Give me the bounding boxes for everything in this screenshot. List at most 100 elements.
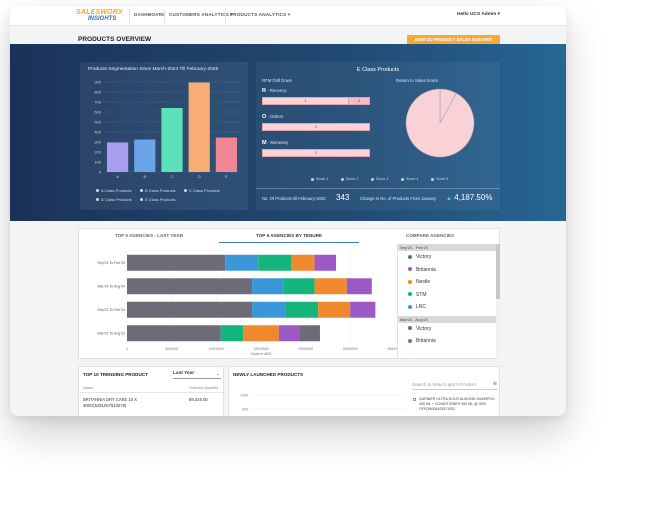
agency-name: LRC — [416, 304, 427, 310]
list-item[interactable]: Nestle — [398, 276, 500, 289]
legend-score-2[interactable]: Score 2 — [341, 177, 358, 181]
segmentation-chart: 0 100 200 300 400 500 600 700 800 900 A B C D E — [94, 79, 240, 179]
y-tick-label: 200 — [94, 149, 101, 154]
legend-label: Score 4 — [406, 177, 419, 181]
legend-dot — [408, 292, 412, 297]
recency-cell: 2 — [349, 98, 369, 104]
column-header-quantity: Ordered Quantity — [189, 386, 219, 390]
y-tick-label: Sep'24 To Feb'25 — [97, 261, 125, 265]
nav-divider — [225, 9, 226, 23]
list-item[interactable]: LRC — [398, 301, 500, 314]
logo-text: SALESWORX — [76, 9, 123, 16]
legend-label: C Class Products — [189, 188, 220, 193]
list-item[interactable]: STM — [398, 289, 500, 302]
bar-segment — [350, 301, 376, 318]
period-value: Last Year — [173, 371, 195, 376]
monetary-bar[interactable]: 1 — [262, 149, 370, 157]
logo-subtext: INSIGHTS — [88, 16, 117, 22]
pie-slice — [405, 88, 475, 158]
legend-score-1[interactable]: Score 1 — [311, 177, 328, 181]
legend-score-5[interactable]: Score 5 — [431, 177, 448, 181]
tab-top5-last-year[interactable]: TOP 5 AGENCIES - LAST YEAR — [114, 233, 184, 238]
tab-top5-by-tenure[interactable]: TOP 5 AGENCIES BY TENURE — [219, 229, 359, 243]
legend-score-4[interactable]: Score 4 — [401, 177, 418, 181]
nav-divider — [129, 9, 130, 23]
scrollbar[interactable] — [496, 244, 500, 359]
app-logo[interactable]: SALESWORX INSIGHTS — [76, 9, 126, 25]
x-tick-label: 15000000 — [253, 347, 268, 351]
segmentation-panel: Products Segmentation Since March-2024 T… — [80, 62, 248, 210]
bar-segment — [252, 278, 284, 295]
add-icon[interactable]: ⊕ — [492, 381, 497, 387]
legend-label: A Class Products — [101, 188, 132, 193]
bar — [188, 82, 210, 172]
legend-d-class[interactable]: D Class Products — [96, 197, 132, 202]
top-navbar: SALESWORX INSIGHTS DASHBOARD CUSTOMERS A… — [10, 6, 566, 26]
legend-dot — [311, 177, 314, 181]
product-option[interactable]: GARNIER ULTRA DOUX ALMOND SHAMPOO 400 ML… — [419, 397, 495, 411]
e-class-title: E Class Products — [356, 67, 400, 73]
chevron-down-icon: ⌄ — [216, 371, 220, 376]
recency-cell: 1 — [263, 98, 349, 104]
search-placeholder: Search & Select upto 5 Product — [412, 382, 477, 387]
recency-text: - Recency — [267, 88, 287, 93]
page-title: PRODUCTS OVERVIEW — [78, 36, 152, 43]
scrollbar-thumb[interactable] — [496, 244, 500, 299]
x-tick-label: 5000000 — [165, 347, 178, 351]
orders-bar[interactable]: 1 — [262, 123, 370, 131]
nav-customers-analytics[interactable]: CUSTOMERS ANALYTICS ▾ — [169, 12, 234, 17]
monetary-label: M - Monetary — [262, 140, 288, 146]
legend-dot — [371, 177, 374, 181]
legend-label: Score 2 — [346, 177, 359, 181]
legend-score-3[interactable]: Score 3 — [371, 177, 388, 181]
y-tick-label: Sep'23 To Feb'24 — [97, 308, 125, 312]
legend-b-class[interactable]: B Class Products — [140, 188, 176, 193]
list-item[interactable]: Victory — [398, 251, 500, 264]
return-to-sales-pie[interactable] — [404, 87, 476, 159]
nav-products-analytics[interactable]: PRODUCTS ANALYTICS ▾ — [230, 12, 291, 17]
trending-item-name[interactable]: BRITANNIA DRY CAKE 10 X 300G(52910075102… — [83, 397, 137, 408]
bar — [134, 139, 156, 172]
legend-dot — [341, 177, 344, 181]
legend-e-class[interactable]: E Class Products — [140, 197, 176, 202]
trending-title: TOP 10 TRENDING PRODUCT — [83, 372, 148, 377]
legend-c-class[interactable]: C Class Products — [184, 188, 220, 193]
bar-segment — [225, 254, 259, 271]
agency-name: Britannia — [416, 266, 436, 273]
bar-segment — [285, 301, 319, 318]
list-item[interactable]: Victory — [398, 323, 500, 336]
orders-letter: O — [262, 114, 267, 120]
x-tick-label: A — [116, 174, 119, 179]
y-tick-label: 900 — [94, 79, 101, 84]
bar-segment — [252, 301, 286, 318]
orders-text: - Orders — [267, 114, 284, 119]
legend-dot — [408, 254, 412, 259]
trending-item-quantity: 89,319.00 — [189, 397, 208, 402]
product-checkbox[interactable] — [413, 398, 416, 401]
y-tick-label: 300 — [94, 139, 101, 144]
legend-dot — [184, 189, 187, 193]
legend-a-class[interactable]: A Class Products — [96, 188, 131, 193]
bar-segment — [318, 301, 351, 318]
agency-name: Victory — [416, 254, 432, 260]
x-axis-label: Sales in AED — [251, 352, 272, 356]
orders-label: O - Orders — [262, 114, 283, 120]
legend-label: Score 1 — [316, 177, 329, 181]
legend-dot — [408, 304, 412, 309]
nav-dashboard[interactable]: DASHBOARD — [134, 12, 166, 17]
period-select[interactable]: Last Year ⌄ — [173, 371, 221, 379]
user-menu[interactable]: Hello UCS Admin ▾ — [456, 12, 500, 17]
product-search-input[interactable]: Search & Select upto 5 Product ⊕ — [412, 381, 498, 390]
legend-dot — [408, 338, 412, 343]
list-item[interactable]: Britannia — [398, 264, 500, 277]
recency-bar[interactable]: 1 2 — [262, 97, 370, 105]
rfm-title: RFM Drill Down — [262, 78, 293, 83]
list-item[interactable]: Britannia — [398, 335, 500, 348]
bar-segment — [291, 254, 315, 271]
agency-name: Victory — [416, 325, 432, 332]
nav-divider — [164, 9, 165, 23]
tab-compare-agencies[interactable]: COMPARE AGENCIES — [405, 233, 455, 238]
bar-segment — [283, 278, 315, 295]
bar-segment — [220, 325, 244, 342]
y-tick-label: 1000 — [240, 393, 248, 397]
